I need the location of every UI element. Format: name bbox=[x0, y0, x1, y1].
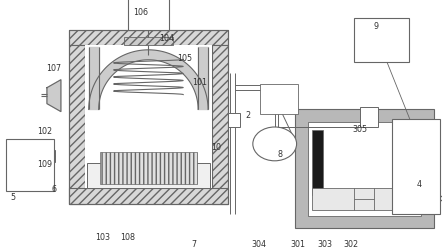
Text: 104: 104 bbox=[159, 34, 174, 43]
Bar bbox=[360, 108, 378, 128]
Text: 2: 2 bbox=[245, 110, 250, 119]
Text: 106: 106 bbox=[133, 8, 148, 17]
Bar bbox=[295, 110, 434, 229]
Bar bbox=[212, 46, 228, 204]
Text: 6: 6 bbox=[51, 184, 56, 193]
Text: 302: 302 bbox=[344, 239, 359, 248]
Text: 10: 10 bbox=[211, 143, 221, 152]
Bar bbox=[307, 122, 421, 216]
Bar bbox=[311, 131, 323, 195]
Text: 5: 5 bbox=[11, 192, 16, 201]
Bar bbox=[87, 163, 210, 188]
Text: 103: 103 bbox=[95, 232, 110, 241]
Bar bbox=[100, 152, 197, 184]
Text: 109: 109 bbox=[37, 160, 53, 169]
Bar bbox=[405, 131, 417, 195]
Polygon shape bbox=[198, 48, 208, 110]
Polygon shape bbox=[47, 80, 61, 112]
Bar bbox=[260, 85, 298, 115]
Text: 107: 107 bbox=[47, 64, 62, 73]
Text: 304: 304 bbox=[251, 239, 266, 248]
Text: 305: 305 bbox=[353, 125, 368, 134]
Text: 102: 102 bbox=[37, 127, 53, 136]
Bar bbox=[69, 30, 228, 204]
Text: 101: 101 bbox=[193, 77, 208, 86]
Polygon shape bbox=[89, 51, 208, 110]
Ellipse shape bbox=[253, 128, 296, 161]
Bar bbox=[69, 188, 228, 204]
Bar bbox=[69, 30, 228, 46]
Bar bbox=[45, 150, 55, 162]
Bar bbox=[124, 38, 173, 46]
Bar bbox=[6, 139, 54, 191]
Bar bbox=[354, 19, 409, 63]
Bar bbox=[69, 46, 85, 204]
Bar bbox=[228, 114, 240, 128]
Text: 4: 4 bbox=[416, 179, 421, 188]
Bar bbox=[392, 119, 440, 214]
Text: 8: 8 bbox=[277, 150, 282, 159]
Text: 108: 108 bbox=[120, 232, 135, 241]
Text: 9: 9 bbox=[373, 22, 379, 31]
Polygon shape bbox=[89, 48, 99, 110]
Text: 301: 301 bbox=[290, 239, 305, 248]
Bar bbox=[311, 188, 417, 210]
Text: 7: 7 bbox=[191, 239, 197, 248]
Bar bbox=[128, 0, 169, 30]
Text: 105: 105 bbox=[178, 54, 193, 63]
Text: 303: 303 bbox=[317, 239, 332, 248]
Bar bbox=[85, 46, 212, 188]
